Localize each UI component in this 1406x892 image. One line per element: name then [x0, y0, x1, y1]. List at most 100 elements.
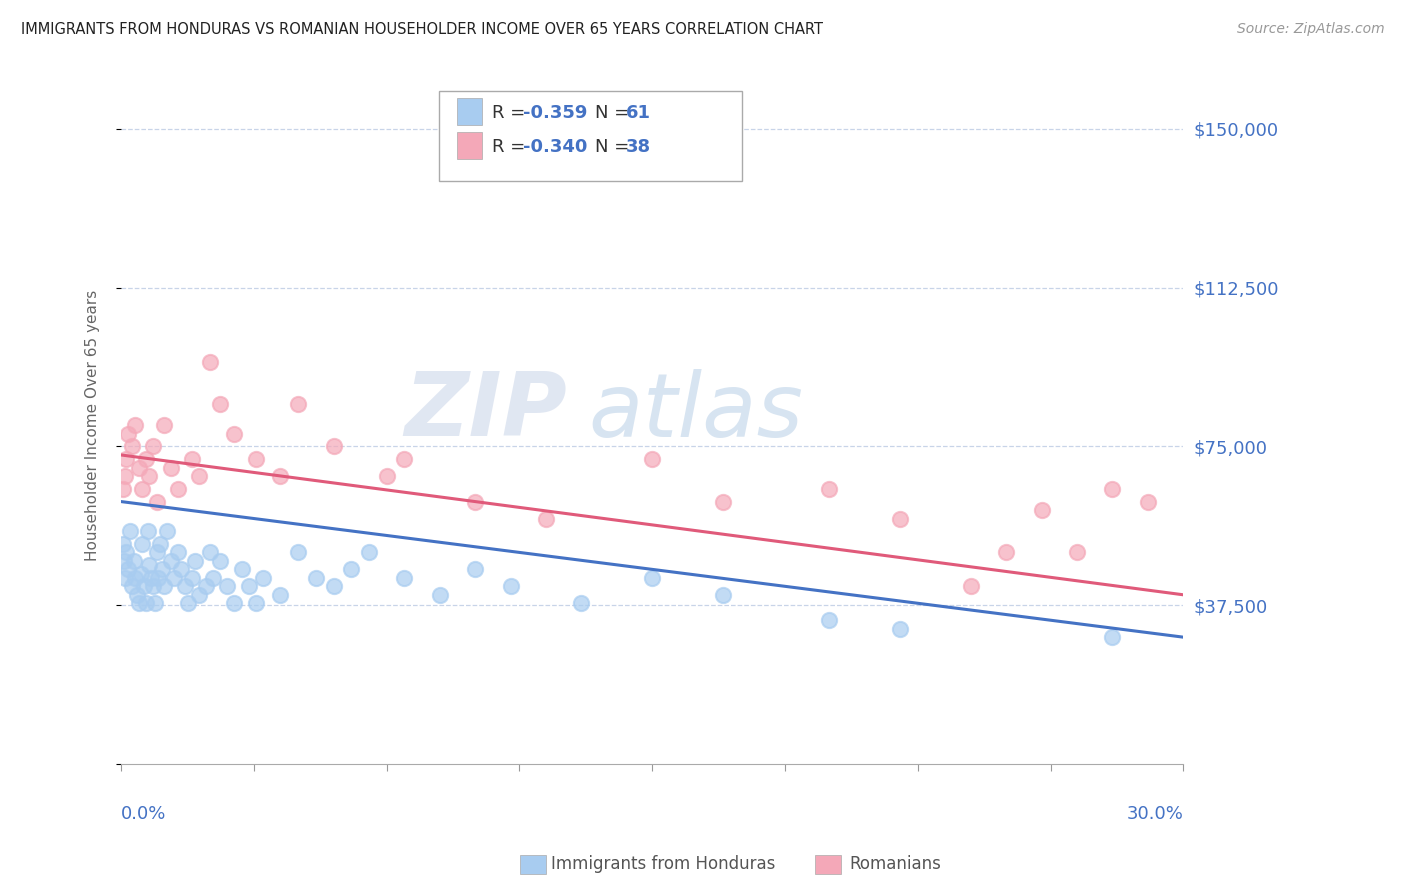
Point [124, 418, 146, 433]
Text: N =: N = [595, 104, 634, 122]
Text: 38: 38 [626, 138, 651, 156]
Point [170, 562, 193, 576]
Point [889, 622, 911, 636]
Point [138, 469, 160, 483]
Point [135, 452, 157, 467]
Point [134, 579, 156, 593]
Point [117, 562, 139, 576]
Point [198, 355, 221, 369]
Point [159, 460, 181, 475]
Point [960, 579, 983, 593]
Point [138, 558, 160, 573]
Point [117, 426, 139, 441]
Point [269, 588, 291, 602]
Point [224, 426, 246, 441]
Point [128, 460, 150, 475]
Point [209, 397, 232, 411]
Point [152, 418, 174, 433]
Point [115, 452, 138, 467]
Point [499, 579, 522, 593]
Point [118, 524, 141, 539]
Point [145, 494, 167, 508]
Point [159, 554, 181, 568]
Point [129, 566, 152, 581]
Point [156, 524, 179, 539]
Point [150, 562, 173, 576]
Point [188, 588, 211, 602]
Point [995, 545, 1018, 559]
Point [429, 588, 451, 602]
Point [181, 452, 204, 467]
Point [152, 579, 174, 593]
Point [394, 452, 416, 467]
Point [641, 571, 664, 585]
Y-axis label: Householder Income Over 65 years: Householder Income Over 65 years [86, 290, 100, 561]
Point [143, 596, 166, 610]
Point [269, 469, 291, 483]
Point [136, 524, 159, 539]
Point [287, 545, 309, 559]
Point [641, 452, 664, 467]
Point [177, 596, 200, 610]
Point [124, 571, 146, 585]
Point [114, 571, 136, 585]
Text: 61: 61 [626, 104, 651, 122]
Point [173, 579, 195, 593]
Point [322, 440, 344, 454]
Point [534, 511, 557, 525]
Text: atlas: atlas [589, 368, 803, 455]
Text: 0.0%: 0.0% [121, 805, 166, 823]
Point [181, 571, 204, 585]
Point [125, 588, 148, 602]
Point [1101, 630, 1123, 644]
Point [711, 494, 734, 508]
Point [1031, 503, 1053, 517]
Text: Source: ZipAtlas.com: Source: ZipAtlas.com [1237, 22, 1385, 37]
Point [115, 545, 138, 559]
Point [145, 545, 167, 559]
Point [128, 596, 150, 610]
Point [340, 562, 363, 576]
Text: N =: N = [595, 138, 634, 156]
Point [209, 554, 232, 568]
Point [571, 596, 593, 610]
Text: -0.359: -0.359 [523, 104, 588, 122]
Point [131, 537, 153, 551]
Point [394, 571, 416, 585]
Text: Romanians: Romanians [849, 855, 941, 873]
Point [464, 562, 486, 576]
Point [252, 571, 274, 585]
Point [122, 554, 145, 568]
Point [217, 579, 239, 593]
Point [357, 545, 380, 559]
Point [166, 545, 188, 559]
Point [322, 579, 344, 593]
Point [245, 596, 267, 610]
Text: 30.0%: 30.0% [1126, 805, 1184, 823]
Text: -0.340: -0.340 [523, 138, 588, 156]
Point [149, 537, 172, 551]
Point [135, 596, 157, 610]
Point [305, 571, 328, 585]
Point [163, 571, 186, 585]
Point [111, 482, 134, 496]
Point [114, 469, 136, 483]
Text: IMMIGRANTS FROM HONDURAS VS ROMANIAN HOUSEHOLDER INCOME OVER 65 YEARS CORRELATIO: IMMIGRANTS FROM HONDURAS VS ROMANIAN HOU… [21, 22, 823, 37]
Point [231, 562, 253, 576]
Point [711, 588, 734, 602]
Text: R =: R = [492, 138, 531, 156]
Point [202, 571, 225, 585]
Point [184, 554, 207, 568]
Point [111, 537, 134, 551]
Point [166, 482, 188, 496]
Point [889, 511, 911, 525]
Point [1101, 482, 1123, 496]
Point [198, 545, 221, 559]
Point [142, 579, 165, 593]
Point [818, 482, 841, 496]
Text: R =: R = [492, 104, 531, 122]
Point [238, 579, 260, 593]
Point [121, 579, 143, 593]
Point [188, 469, 211, 483]
Point [195, 579, 218, 593]
